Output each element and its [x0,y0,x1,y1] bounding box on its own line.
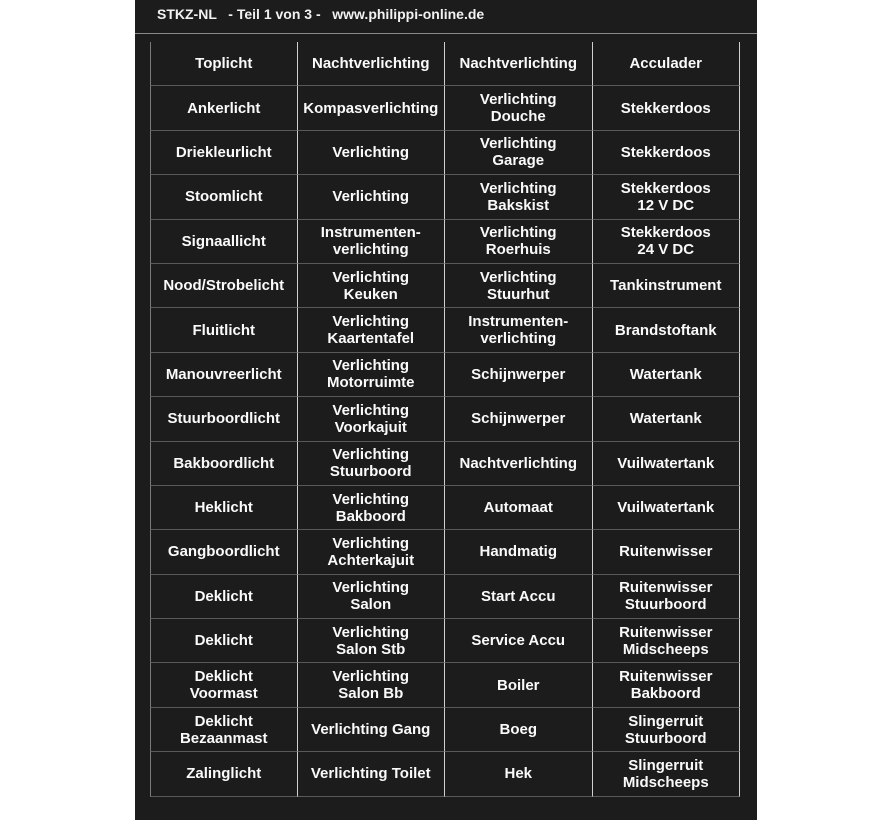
label-sticker: Service Accu [445,619,593,664]
label-sticker: Boiler [445,663,593,708]
label-sticker: Deklicht [150,574,298,620]
label-sticker: Ruitenwisser Stuurboord [592,574,740,620]
sheet-header: STKZ-NL - Teil 1 von 3 - www.philippi-on… [157,6,484,22]
label-sticker: Stekkerdoos [592,130,740,176]
label-sticker: Vuilwatertank [592,441,740,486]
label-sticker: Verlichting Douche [445,86,593,131]
header-divider [135,33,757,34]
label-sticker: Instrumenten- verlichting [297,219,445,264]
label-sticker: Verlichting Garage [445,130,593,176]
label-sticker: Bakboordlicht [150,441,298,486]
label-sticker: Driekleurlicht [150,130,298,176]
label-sticker: Nood/Strobelicht [150,263,298,309]
label-sticker: Verlichting Bakboord [297,485,445,531]
label-sticker: Automaat [445,485,593,531]
label-sticker: Brandstoftank [592,308,740,353]
label-sticker: Stoomlicht [150,175,298,220]
label-sticker: Gangboordlicht [150,530,298,575]
label-sticker: Stekkerdoos 24 V DC [592,219,740,264]
label-sticker: Fluitlicht [150,308,298,353]
label-sticker: Slingerruit Stuurboord [592,707,740,753]
label-sticker: Acculader [592,42,740,87]
label-sticker: Stekkerdoos [592,86,740,131]
label-sticker: Verlichting Toilet [297,752,445,797]
label-sticker: Verlichting [297,175,445,220]
label-sticker: Ruitenwisser Bakboord [592,663,740,708]
label-sticker: Signaallicht [150,219,298,264]
label-sticker: Verlichting Gang [297,707,445,753]
label-sticker: Boeg [445,707,593,753]
label-sticker: Nachtverlichting [445,441,593,486]
label-sticker: Watertank [592,397,740,442]
label-sticker: Ruitenwisser [592,530,740,575]
label-sticker: Nachtverlichting [445,42,593,87]
label-grid: Toplicht Nachtverlichting Nachtverlichting… [150,42,740,797]
sticker-sheet: STKZ-NL - Teil 1 von 3 - www.philippi-on… [135,0,757,820]
label-sticker: Schijnwerper [445,352,593,398]
label-sticker: Manouvreerlicht [150,352,298,398]
label-sticker: Zalinglicht [150,752,298,797]
label-sticker: Hek [445,752,593,797]
label-sticker: Heklicht [150,485,298,531]
label-sticker: Verlichting Motorruimte [297,352,445,398]
label-sticker: Verlichting [297,130,445,176]
label-sticker: Handmatig [445,530,593,575]
label-sticker: Verlichting Salon Bb [297,663,445,708]
label-sticker: Nachtverlichting [297,42,445,87]
label-sticker: Verlichting Voorkajuit [297,397,445,442]
part-label: - Teil 1 von 3 - [228,6,321,22]
label-sticker: Vuilwatertank [592,485,740,531]
label-sticker: Verlichting Stuurhut [445,263,593,309]
label-sticker: Verlichting Achterkajuit [297,530,445,575]
label-sticker: Stekkerdoos 12 V DC [592,175,740,220]
label-sticker: Verlichting Stuurboord [297,441,445,486]
label-sticker: Kompasverlichting [297,86,445,131]
product-code: STKZ-NL [157,6,217,22]
label-sticker: Verlichting Bakskist [445,175,593,220]
label-sticker: Toplicht [150,42,298,87]
label-sticker: Slingerruit Midscheeps [592,752,740,797]
label-sticker: Start Accu [445,574,593,620]
label-sticker: Deklicht [150,619,298,664]
label-sticker: Stuurboordlicht [150,397,298,442]
label-sticker: Verlichting Roerhuis [445,219,593,264]
label-sticker: Instrumenten- verlichting [445,308,593,353]
label-sticker: Verlichting Kaartentafel [297,308,445,353]
label-sticker: Deklicht Bezaanmast [150,707,298,753]
label-sticker: Tankinstrument [592,263,740,309]
label-sticker: Ankerlicht [150,86,298,131]
label-sticker: Schijnwerper [445,397,593,442]
label-sticker: Deklicht Voormast [150,663,298,708]
label-sticker: Verlichting Keuken [297,263,445,309]
label-sticker: Ruitenwisser Midscheeps [592,619,740,664]
label-sticker: Watertank [592,352,740,398]
label-sticker: Verlichting Salon Stb [297,619,445,664]
website: www.philippi-online.de [332,6,485,22]
label-sticker: Verlichting Salon [297,574,445,620]
